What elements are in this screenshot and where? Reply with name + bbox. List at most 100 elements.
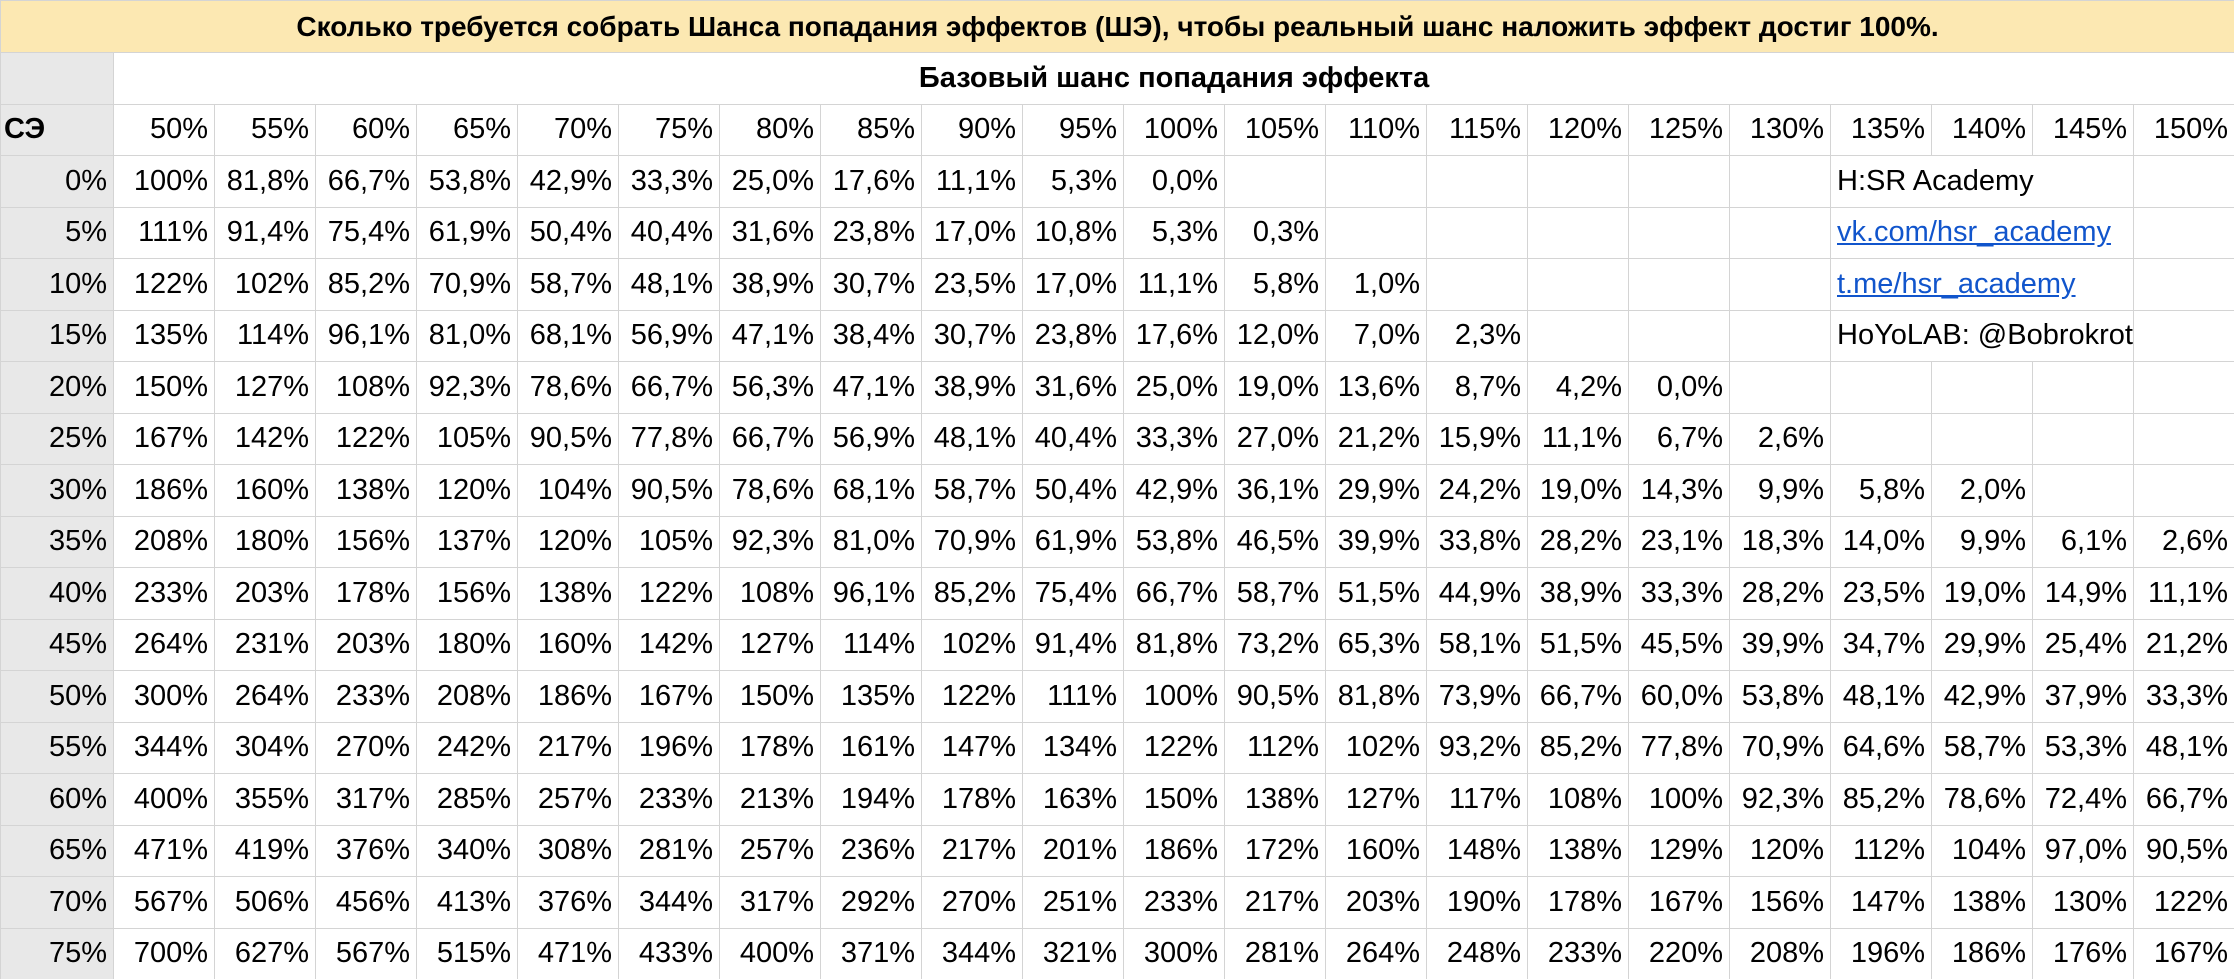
empty-cell xyxy=(1830,412,1932,465)
value-cell: 68,1% xyxy=(820,464,922,517)
value-cell: 134% xyxy=(1022,721,1124,774)
row-header: 50% xyxy=(0,670,114,723)
value-cell: 13,6% xyxy=(1325,361,1427,414)
value-cell: 281% xyxy=(1224,927,1326,979)
value-cell: 15,9% xyxy=(1426,412,1528,465)
value-cell: 120% xyxy=(416,464,518,517)
value-cell: 567% xyxy=(113,876,215,929)
value-cell: 400% xyxy=(719,927,821,979)
value-cell: 127% xyxy=(719,618,821,671)
value-cell: 114% xyxy=(214,309,316,362)
empty-cell xyxy=(1426,206,1528,259)
value-cell: 213% xyxy=(719,773,821,826)
value-cell: 73,9% xyxy=(1426,670,1528,723)
value-cell: 11,1% xyxy=(2132,567,2234,620)
value-cell: 180% xyxy=(214,515,316,568)
value-cell: 108% xyxy=(1527,773,1629,826)
empty-cell xyxy=(1224,155,1326,208)
value-cell: 92,3% xyxy=(416,361,518,414)
value-cell: 58,7% xyxy=(517,258,619,311)
value-cell: 40,4% xyxy=(1022,412,1124,465)
value-cell: 17,0% xyxy=(921,206,1023,259)
value-cell: 203% xyxy=(1325,876,1427,929)
value-cell: 11,1% xyxy=(1123,258,1225,311)
empty-cell xyxy=(1527,309,1629,362)
value-cell: 471% xyxy=(517,927,619,979)
column-header: 60% xyxy=(315,103,417,156)
value-cell: 46,5% xyxy=(1224,515,1326,568)
value-cell: 19,0% xyxy=(1931,567,2033,620)
row-header: 5% xyxy=(0,206,114,259)
value-cell: 194% xyxy=(820,773,922,826)
row: 15% 135% 114% 96,1% 81,0% 68,1% 56,9% 47,1% 38,4… xyxy=(0,309,2234,362)
value-cell: 102% xyxy=(214,258,316,311)
value-cell: 156% xyxy=(315,515,417,568)
value-cell: 90,5% xyxy=(618,464,720,517)
empty-cell xyxy=(1628,155,1730,208)
value-cell: 135% xyxy=(820,670,922,723)
value-cell: 37,9% xyxy=(2032,670,2134,723)
value-cell: 308% xyxy=(517,824,619,877)
value-cell: 150% xyxy=(1123,773,1225,826)
row-header: 15% xyxy=(0,309,114,362)
value-cell: 300% xyxy=(1123,927,1225,979)
column-header: 115% xyxy=(1426,103,1528,156)
corner-header: СЭ xyxy=(0,103,114,156)
value-cell: 413% xyxy=(416,876,518,929)
column-header: 110% xyxy=(1325,103,1427,156)
value-cell: 130% xyxy=(2032,876,2134,929)
note-cell: H:SR Academy xyxy=(1830,155,2134,208)
value-cell: 127% xyxy=(214,361,316,414)
value-cell: 100% xyxy=(1628,773,1730,826)
value-cell: 304% xyxy=(214,721,316,774)
value-cell: 167% xyxy=(618,670,720,723)
value-cell: 100% xyxy=(1123,670,1225,723)
value-cell: 78,6% xyxy=(1931,773,2033,826)
value-cell: 38,9% xyxy=(921,361,1023,414)
note-cell: vk.com/hsr_academy xyxy=(1830,206,2134,259)
value-cell: 29,9% xyxy=(1931,618,2033,671)
empty-cell xyxy=(0,52,114,105)
link[interactable]: vk.com/hsr_academy xyxy=(1837,216,2111,249)
value-cell: 58,1% xyxy=(1426,618,1528,671)
value-cell: 515% xyxy=(416,927,518,979)
value-cell: 5,8% xyxy=(1830,464,1932,517)
value-cell: 236% xyxy=(820,824,922,877)
value-cell: 233% xyxy=(113,567,215,620)
empty-cell xyxy=(2132,258,2234,311)
column-header: 125% xyxy=(1628,103,1730,156)
value-cell: 48,1% xyxy=(1830,670,1932,723)
value-cell: 96,1% xyxy=(820,567,922,620)
link[interactable]: t.me/hsr_academy xyxy=(1837,267,2076,300)
value-cell: 47,1% xyxy=(719,309,821,362)
value-cell: 90,5% xyxy=(2132,824,2234,877)
value-cell: 186% xyxy=(517,670,619,723)
value-cell: 122% xyxy=(315,412,417,465)
empty-cell xyxy=(1426,155,1528,208)
value-cell: 30,7% xyxy=(820,258,922,311)
value-cell: 627% xyxy=(214,927,316,979)
value-cell: 61,9% xyxy=(416,206,518,259)
row: 10% 122% 102% 85,2% 70,9% 58,7% 48,1% 38,9% 30,7… xyxy=(0,258,2234,311)
empty-cell xyxy=(2132,412,2234,465)
value-cell: 28,2% xyxy=(1527,515,1629,568)
value-cell: 10,8% xyxy=(1022,206,1124,259)
value-cell: 400% xyxy=(113,773,215,826)
empty-cell xyxy=(1527,258,1629,311)
value-cell: 56,9% xyxy=(618,309,720,362)
value-cell: 66,7% xyxy=(1527,670,1629,723)
value-cell: 176% xyxy=(2032,927,2134,979)
empty-cell xyxy=(2132,155,2234,208)
value-cell: 217% xyxy=(1224,876,1326,929)
value-cell: 85,2% xyxy=(921,567,1023,620)
value-cell: 700% xyxy=(113,927,215,979)
column-header: 105% xyxy=(1224,103,1326,156)
value-cell: 91,4% xyxy=(1022,618,1124,671)
value-cell: 85,2% xyxy=(1830,773,1932,826)
value-cell: 217% xyxy=(921,824,1023,877)
value-cell: 264% xyxy=(1325,927,1427,979)
empty-cell xyxy=(1830,361,1932,414)
value-cell: 122% xyxy=(2132,876,2234,929)
value-cell: 53,8% xyxy=(416,155,518,208)
value-cell: 48,1% xyxy=(921,412,1023,465)
